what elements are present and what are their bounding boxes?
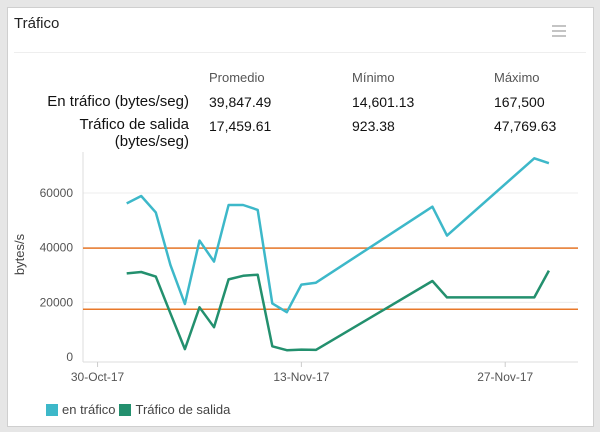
legend: en tráfico Tráfico de salida xyxy=(46,402,230,417)
legend-swatch-in[interactable] xyxy=(46,403,58,416)
row-label-in: En tráfico (bytes/seg) xyxy=(47,93,189,110)
in-min: 14,601.13 xyxy=(352,94,415,110)
divider xyxy=(14,52,586,53)
card-title: Tráfico xyxy=(14,15,60,32)
header-maximo: Máximo xyxy=(494,70,540,85)
series-line-in xyxy=(126,157,550,314)
in-avg: 39,847.49 xyxy=(209,94,272,110)
y-tick-label: 60000 xyxy=(40,186,74,200)
traffic-card xyxy=(7,7,594,427)
row-label-out-line2: (bytes/seg) xyxy=(114,133,189,150)
y-tick-label: 40000 xyxy=(40,241,74,255)
out-max: 47,769.63 xyxy=(494,118,557,134)
x-tick-label: 27-Nov-17 xyxy=(477,370,533,384)
row-label-out-line1: Tráfico de salida xyxy=(79,116,190,133)
header-minimo: Mínimo xyxy=(352,70,395,85)
x-tick-label: 30-Oct-17 xyxy=(71,370,125,384)
legend-label-out[interactable]: Tráfico de salida xyxy=(135,402,231,417)
y-axis-label: bytes/s xyxy=(12,233,27,275)
series-line-out xyxy=(126,270,550,352)
y-tick-label: 20000 xyxy=(40,295,74,309)
out-min: 923.38 xyxy=(352,118,395,134)
header-promedio: Promedio xyxy=(209,70,265,85)
in-max: 167,500 xyxy=(494,94,545,110)
x-tick-label: 13-Nov-17 xyxy=(273,370,329,384)
legend-swatch-out[interactable] xyxy=(119,403,132,416)
row-label-out: Tráfico de salida (bytes/seg) xyxy=(80,116,190,150)
legend-label-in[interactable]: en tráfico xyxy=(62,402,116,417)
y-tick-label: 0 xyxy=(66,350,73,364)
out-avg: 17,459.61 xyxy=(209,118,272,134)
hamburger-menu-icon[interactable] xyxy=(552,25,566,40)
